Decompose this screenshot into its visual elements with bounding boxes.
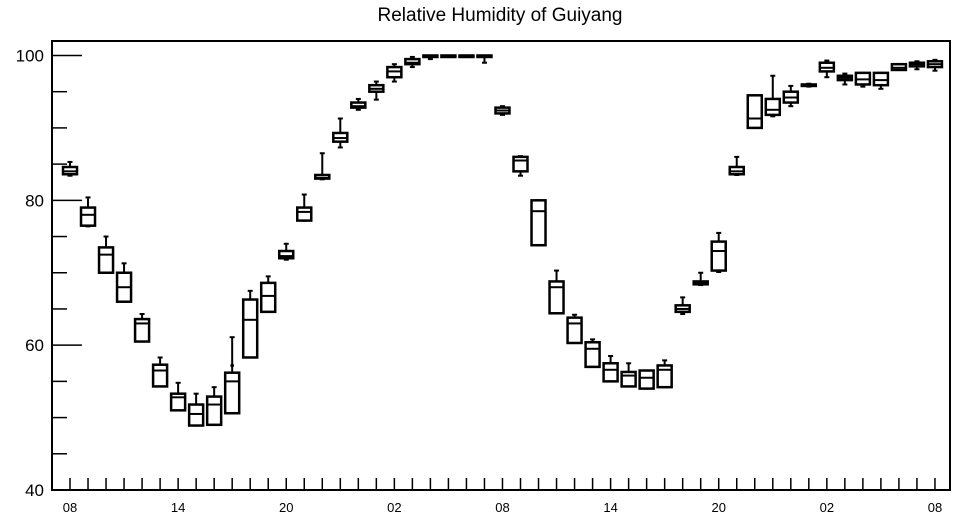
box-iqr [872,71,890,87]
box-31 [620,362,637,388]
box-32 [638,369,655,390]
box-0 [61,160,79,177]
x-tick-label: 14 [603,500,617,515]
box-iqr [350,101,367,109]
box-25 [512,155,529,177]
chart-title: Relative Humidity of Guiyang [377,5,623,26]
box-iqr [548,280,565,315]
box-33 [656,359,673,389]
y-tick-label: 60 [25,336,44,355]
box-iqr [187,403,205,427]
box-iqr [764,97,782,117]
y-tick-label: 100 [16,46,44,65]
outlier-point [230,363,234,368]
box-26 [530,199,547,247]
box-19 [404,55,421,69]
box-21 [440,54,457,59]
box-iqr [223,371,241,415]
box-iqr [151,363,169,388]
plot-frame [51,40,951,491]
box-18 [386,63,403,83]
x-tick-label: 08 [495,500,509,515]
box-iqr [566,316,583,345]
box-43 [836,72,854,86]
box-16 [350,97,367,111]
box-6 [169,381,187,412]
box-30 [602,355,619,383]
box-13 [296,193,313,222]
box-iqr [620,370,637,388]
box-3 [115,262,133,303]
box-11 [259,275,277,314]
x-tick-label: 08 [928,500,942,515]
box-iqr [602,362,619,383]
box-iqr [638,369,655,390]
box-47 [908,60,926,71]
x-tick-label: 02 [820,500,834,515]
box-12 [277,242,295,261]
box-iqr [584,341,601,369]
box-4 [133,313,151,343]
box-48 [926,58,944,72]
box-40 [782,84,800,108]
box-34 [674,296,691,316]
box-iqr [169,392,187,412]
box-iqr [133,317,151,343]
box-iqr [710,240,727,272]
box-2 [97,235,115,274]
box-iqr [241,298,259,359]
x-tick-label: 20 [279,500,293,515]
box-iqr [404,57,421,66]
box-23 [476,54,493,64]
y-axis: 40 60 80 100 [16,46,82,500]
box-iqr [277,249,295,260]
x-tick-label: 20 [711,500,725,515]
box-1 [79,196,97,228]
box-28 [566,313,583,345]
box-iqr [205,395,223,427]
box-24 [494,105,511,116]
box-5 [151,356,169,388]
box-38 [746,94,764,130]
box-27 [548,269,565,315]
box-series [61,54,944,427]
box-41 [800,82,818,88]
box-29 [584,338,601,369]
box-36 [710,231,727,274]
x-tick-label: 08 [63,500,77,515]
x-tick-label: 14 [171,500,185,515]
box-iqr [512,155,529,173]
box-10 [241,289,259,359]
box-42 [818,59,836,79]
box-iqr [746,94,764,130]
box-7 [187,392,205,427]
box-14 [314,152,331,181]
box-iqr [79,206,97,227]
box-17 [368,80,385,101]
box-iqr [656,364,673,389]
x-tick-label: 02 [387,500,401,515]
box-35 [692,271,709,287]
y-tick-label: 80 [25,191,44,210]
box-22 [458,54,475,59]
box-37 [728,155,745,176]
y-tick-label: 40 [25,481,44,500]
box-iqr [259,281,277,314]
box-46 [890,62,908,72]
box-44 [854,71,872,88]
box-20 [422,54,439,61]
box-iqr [296,206,313,222]
box-8 [205,386,223,427]
box-15 [332,117,349,149]
box-9 [223,336,241,415]
box-39 [764,74,782,118]
box-iqr [97,246,115,274]
box-45 [872,71,890,90]
box-iqr [530,199,547,247]
x-axis: 08 14 20 02 08 14 20 02 08 [63,478,942,515]
